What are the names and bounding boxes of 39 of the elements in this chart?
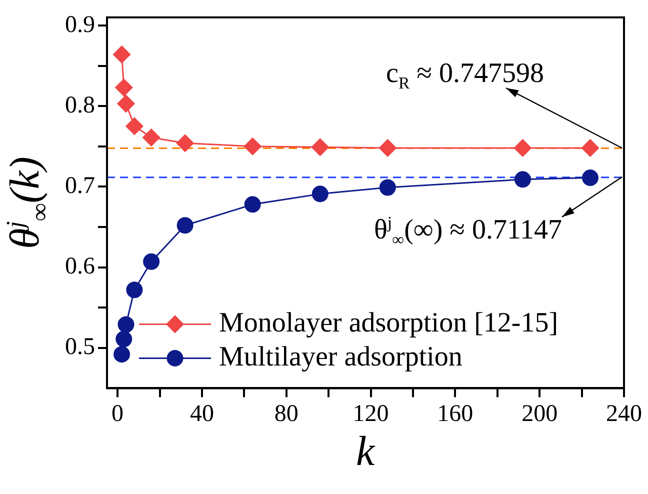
- annotation: θ$^{j}$$_{∞}$(∞) ≈ 0.71147: [374, 212, 562, 250]
- x-tick-label: 80: [274, 400, 298, 427]
- y-tick-label: 0.7: [65, 172, 95, 199]
- y-tick-label: 0.8: [65, 92, 95, 118]
- point: [116, 330, 132, 348]
- x-tick-label: 120: [352, 400, 389, 427]
- point: [126, 117, 144, 135]
- x-tick-label: 200: [522, 400, 558, 427]
- point: [514, 171, 531, 188]
- x-tick-label: 240: [606, 400, 642, 427]
- annotation: c$_{R}$ ≈ 0.747598: [386, 58, 544, 94]
- point: [113, 46, 131, 64]
- point: [378, 139, 396, 157]
- y-tick-label: 0.5: [65, 334, 95, 360]
- x-axis-title: k: [356, 428, 375, 476]
- point: [581, 139, 599, 157]
- point: [312, 186, 328, 202]
- point: [126, 282, 143, 298]
- point: [115, 78, 133, 96]
- point: [379, 179, 396, 196]
- point: [244, 138, 262, 156]
- point: [311, 138, 329, 156]
- point: [176, 134, 194, 152]
- y-tick-label: 0.9: [65, 12, 95, 38]
- point: [143, 253, 160, 270]
- point: [582, 170, 598, 186]
- x-tick-label: 0: [112, 400, 124, 427]
- point: [114, 346, 130, 363]
- y-tick-label: 0.6: [65, 254, 95, 280]
- x-tick-label: 40: [190, 400, 214, 427]
- point: [244, 196, 261, 213]
- point: [117, 94, 135, 112]
- point: [142, 128, 160, 146]
- legend-label: Multilayer adsorption: [219, 342, 462, 373]
- point: [176, 217, 194, 234]
- point: [118, 316, 134, 333]
- legend-label: Monolayer adsorption [12-15]: [219, 308, 558, 339]
- point: [514, 139, 532, 157]
- x-tick-label: 160: [437, 400, 474, 427]
